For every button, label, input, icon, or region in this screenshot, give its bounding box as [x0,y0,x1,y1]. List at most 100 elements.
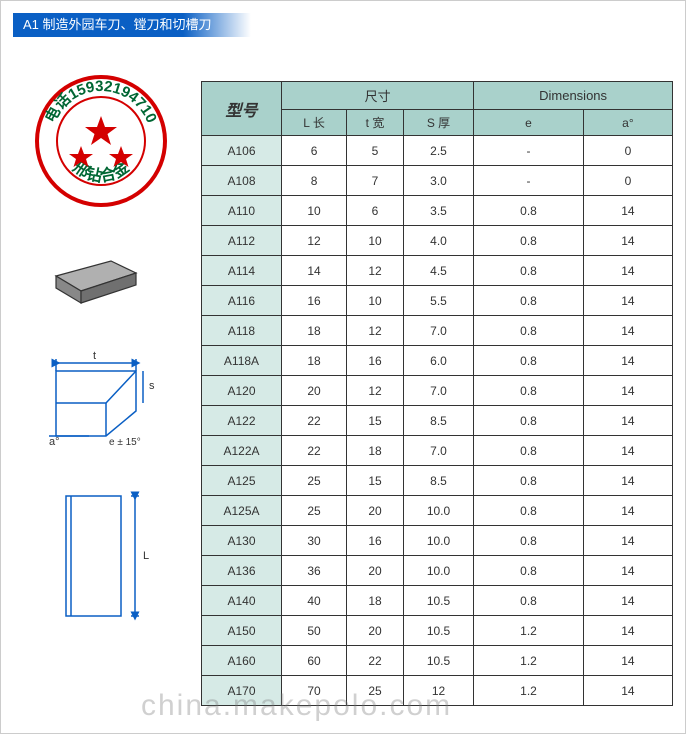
cell-L: 36 [282,556,347,586]
cell-t: 18 [347,586,404,616]
cell-model: A140 [202,586,282,616]
diagram-top: t s a° e ± 15° [31,341,171,451]
cell-e: 0.8 [474,346,584,376]
cell-S: 10.5 [403,616,473,646]
hdr-S: S 厚 [403,110,473,136]
cell-L: 6 [282,136,347,166]
cell-L: 14 [282,256,347,286]
cell-model: A160 [202,646,282,676]
cell-model: A120 [202,376,282,406]
cell-e: 0.8 [474,196,584,226]
table-row: A11212104.00.814 [202,226,673,256]
cell-L: 50 [282,616,347,646]
label-t: t [93,350,96,362]
hdr-t: t 宽 [347,110,404,136]
cell-a: 14 [583,406,672,436]
cell-t: 15 [347,466,404,496]
cell-a: 0 [583,136,672,166]
cell-e: 0.8 [474,226,584,256]
table-row: A160602210.51.214 [202,646,673,676]
diagram-side: L [31,481,171,631]
cell-S: 7.0 [403,436,473,466]
cell-S: 6.0 [403,346,473,376]
cell-e: 0.8 [474,466,584,496]
cell-t: 22 [347,646,404,676]
cell-model: A170 [202,676,282,706]
table-row: A150502010.51.214 [202,616,673,646]
cell-model: A106 [202,136,282,166]
cell-S: 12 [403,676,473,706]
table-row: A122A22187.00.814 [202,436,673,466]
table-row: A12020127.00.814 [202,376,673,406]
cell-a: 14 [583,676,672,706]
title-banner: A1 制造外园车刀、镗刀和切槽刀 [13,13,353,37]
table-row: A130301610.00.814 [202,526,673,556]
table-row: A136362010.00.814 [202,556,673,586]
cell-L: 22 [282,436,347,466]
cell-a: 14 [583,346,672,376]
cell-e: - [474,166,584,196]
cell-t: 12 [347,376,404,406]
cell-S: 7.0 [403,376,473,406]
cell-L: 12 [282,226,347,256]
table-row: A108873.0-0 [202,166,673,196]
cell-model: A125 [202,466,282,496]
cell-model: A112 [202,226,282,256]
table-row: A125A252010.00.814 [202,496,673,526]
cell-L: 10 [282,196,347,226]
cell-model: A110 [202,196,282,226]
cell-t: 12 [347,316,404,346]
cell-S: 2.5 [403,136,473,166]
table-row: A11818127.00.814 [202,316,673,346]
table-row: A1101063.50.814 [202,196,673,226]
hdr-dim-cn: 尺寸 [282,82,474,110]
cell-a: 14 [583,496,672,526]
cell-S: 7.0 [403,316,473,346]
cell-t: 6 [347,196,404,226]
cell-model: A150 [202,616,282,646]
cell-a: 14 [583,436,672,466]
cell-a: 14 [583,616,672,646]
cell-a: 14 [583,586,672,616]
cell-S: 5.5 [403,286,473,316]
cell-a: 0 [583,166,672,196]
cell-model: A122A [202,436,282,466]
cell-model: A125A [202,496,282,526]
cell-e: 1.2 [474,676,584,706]
cell-e: - [474,136,584,166]
table-row: A1707025121.214 [202,676,673,706]
cell-a: 14 [583,556,672,586]
cell-e: 1.2 [474,646,584,676]
cell-S: 8.5 [403,406,473,436]
hdr-e: e [474,110,584,136]
cell-L: 16 [282,286,347,316]
cell-t: 16 [347,346,404,376]
cell-e: 0.8 [474,316,584,346]
cell-L: 25 [282,466,347,496]
cell-S: 8.5 [403,466,473,496]
cell-t: 20 [347,556,404,586]
cell-model: A114 [202,256,282,286]
cell-a: 14 [583,286,672,316]
label-a: a° [49,436,60,448]
label-L: L [143,550,149,562]
cell-S: 4.0 [403,226,473,256]
cell-e: 0.8 [474,556,584,586]
cell-L: 18 [282,316,347,346]
table-row: A11414124.50.814 [202,256,673,286]
cell-S: 10.0 [403,556,473,586]
table-row: A12525158.50.814 [202,466,673,496]
cell-S: 3.0 [403,166,473,196]
company-stamp: 电话15932194710 邢钻合金 [31,71,171,211]
cell-a: 14 [583,526,672,556]
cell-t: 12 [347,256,404,286]
cell-S: 10.5 [403,646,473,676]
table-row: A106652.5-0 [202,136,673,166]
cell-e: 0.8 [474,436,584,466]
cell-t: 15 [347,406,404,436]
cell-L: 25 [282,496,347,526]
cell-a: 14 [583,316,672,346]
cell-L: 22 [282,406,347,436]
table-row: A118A18166.00.814 [202,346,673,376]
cell-t: 16 [347,526,404,556]
